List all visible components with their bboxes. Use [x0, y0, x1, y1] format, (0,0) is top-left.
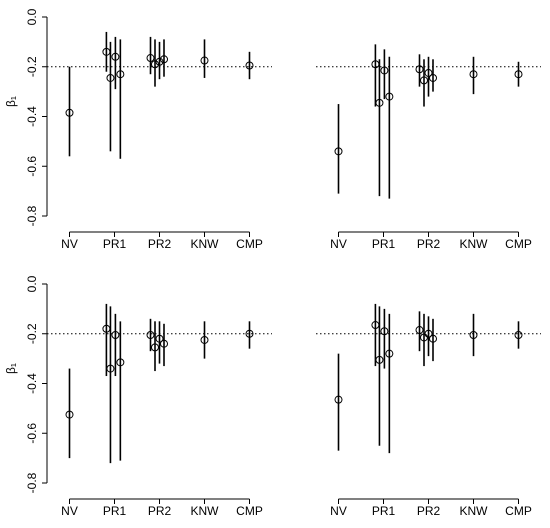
y-tick-label: -0.8: [25, 205, 39, 226]
point: [155, 57, 164, 66]
point: [375, 355, 384, 364]
point: [424, 329, 433, 338]
y-tick-label: -0.2: [25, 56, 39, 77]
x-tick-label: CMP: [236, 504, 263, 518]
y-tick-label: -0.6: [25, 423, 39, 444]
y-tick-label: -0.2: [25, 323, 39, 344]
x-tick-label: PR2: [148, 237, 172, 251]
x-tick-label: PR1: [372, 237, 396, 251]
point: [106, 73, 115, 82]
x-tick-label: NV: [61, 237, 78, 251]
point: [420, 76, 428, 85]
y-tick-label: 0.0: [25, 8, 39, 25]
x-tick-label: PR2: [148, 504, 172, 518]
point: [334, 147, 343, 156]
x-tick-label: NV: [330, 504, 347, 518]
point: [385, 349, 394, 358]
x-tick-label: KNW: [460, 237, 489, 251]
x-tick-label: PR2: [417, 504, 441, 518]
y-tick-label: -0.8: [25, 472, 39, 493]
point: [245, 329, 254, 338]
x-tick-label: NV: [330, 237, 347, 251]
point: [514, 70, 523, 79]
x-tick-label: CMP: [505, 237, 532, 251]
point: [380, 66, 389, 75]
point: [65, 108, 74, 117]
point: [111, 52, 120, 61]
point: [385, 92, 394, 101]
point: [160, 55, 168, 64]
y-tick-label: -0.4: [25, 373, 39, 394]
y-axis-label: β₁: [4, 363, 18, 374]
point: [380, 327, 389, 336]
x-tick-label: KNW: [191, 504, 220, 518]
point: [469, 330, 478, 339]
x-tick-label: PR1: [103, 237, 127, 251]
point: [146, 54, 155, 63]
point: [429, 334, 437, 343]
x-tick-label: CMP: [236, 237, 263, 251]
point: [334, 395, 343, 404]
point: [200, 335, 209, 344]
point: [200, 56, 209, 65]
point: [469, 70, 478, 79]
y-tick-label: -0.6: [25, 156, 39, 177]
point: [160, 339, 168, 348]
point: [151, 60, 159, 69]
point: [424, 68, 433, 77]
point: [151, 343, 159, 352]
point: [116, 358, 125, 367]
x-tick-label: KNW: [191, 237, 220, 251]
x-tick-label: PR1: [372, 504, 396, 518]
point: [106, 364, 115, 373]
point: [514, 330, 523, 339]
point: [415, 65, 424, 74]
point: [111, 330, 120, 339]
y-tick-label: -0.4: [25, 106, 39, 127]
x-tick-label: KNW: [460, 504, 489, 518]
y-axis-label: β₁: [4, 96, 18, 107]
x-tick-label: PR1: [103, 504, 127, 518]
point: [375, 98, 384, 107]
point: [245, 61, 254, 70]
y-tick-label: 0.0: [25, 275, 39, 292]
point: [146, 330, 155, 339]
x-tick-label: NV: [61, 504, 78, 518]
x-tick-label: PR2: [417, 237, 441, 251]
point: [116, 70, 125, 79]
point: [155, 334, 164, 343]
point: [415, 326, 424, 335]
x-tick-label: CMP: [505, 504, 532, 518]
point: [429, 73, 437, 82]
point: [65, 410, 74, 419]
